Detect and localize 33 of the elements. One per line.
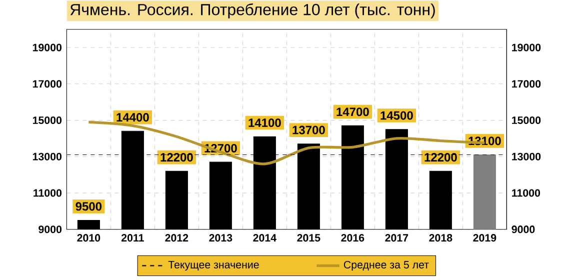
legend-label: Среднее за 5 лет	[344, 260, 429, 271]
x-tick-label: 2018	[429, 234, 452, 242]
data-label: 12200	[424, 153, 457, 162]
legend-label: Текущее значение	[168, 260, 259, 271]
y2-tick-label: 15000	[512, 116, 541, 124]
data-label: 14100	[248, 118, 281, 128]
y2-tick-label: 17000	[512, 80, 541, 88]
x-tick-label: 2014	[253, 234, 276, 242]
y-tick-label: 9000	[38, 226, 62, 234]
y2-tick-label: 13000	[512, 152, 541, 160]
chart-title: Ячмень. Россия. Потребление 10 лет (тыс. тонн)	[70, 3, 435, 18]
x-tick-label: 2016	[341, 234, 364, 242]
y-tick-label: 19000	[32, 44, 62, 52]
x-tick-label: 2017	[385, 234, 408, 242]
data-label: 12200	[160, 153, 193, 162]
data-label: 14500	[380, 111, 413, 120]
y2-tick-label: 9000	[512, 226, 535, 234]
y-tick-label: 11000	[34, 189, 62, 197]
y-tick-label: 13000	[32, 152, 62, 160]
x-tick-label: 2010	[77, 234, 100, 242]
data-label: 13700	[292, 126, 325, 134]
data-label: 9500	[76, 202, 102, 211]
x-tick-label: 2011	[121, 234, 144, 242]
data-label: 14700	[336, 108, 369, 116]
y2-tick-label: 19000	[512, 44, 541, 52]
x-tick-label: 2015	[297, 234, 320, 242]
x-tick-label: 2013	[209, 234, 232, 242]
x-tick-label: 2019	[473, 234, 496, 242]
y-tick-label: 15000	[32, 116, 62, 124]
y-tick-label: 17000	[32, 80, 62, 88]
data-label: 14400	[116, 113, 149, 122]
x-tick-label: 2012	[165, 234, 188, 242]
y2-tick-label: 11000	[512, 189, 540, 197]
